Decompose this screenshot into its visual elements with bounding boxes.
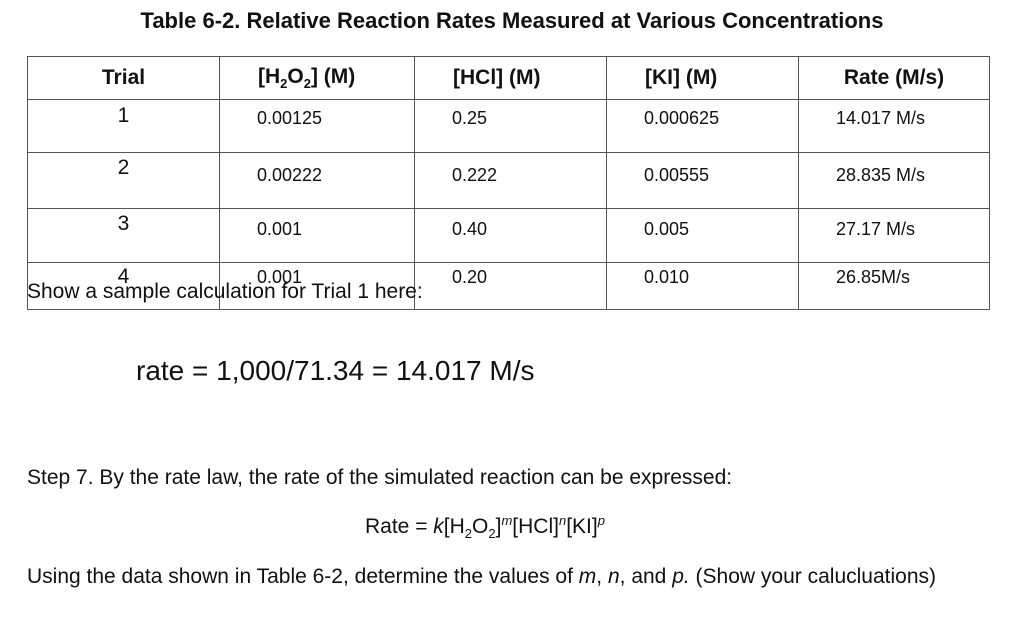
cell-h2o2: 0.001 bbox=[219, 208, 415, 263]
cell-hcl: 0.40 bbox=[414, 208, 607, 263]
cell-rate: 27.17 M/s bbox=[798, 208, 990, 263]
rate-law-k: k bbox=[433, 515, 444, 538]
header-hcl: [HCl] (M) bbox=[414, 56, 607, 100]
cell-hcl: 0.20 bbox=[414, 262, 607, 310]
rate-law-lhs: Rate = bbox=[365, 515, 434, 538]
cell-trial: 2 bbox=[27, 152, 220, 209]
cell-trial: 4 bbox=[27, 262, 220, 310]
cell-ki: 0.000625 bbox=[606, 99, 799, 153]
cell-ki: 0.00555 bbox=[606, 152, 799, 209]
header-h2o2: [H2O2] (M) bbox=[219, 56, 415, 100]
cell-rate: 14.017 M/s bbox=[798, 99, 990, 153]
cell-trial: 3 bbox=[27, 208, 220, 263]
cell-hcl: 0.222 bbox=[414, 152, 607, 209]
table-title: Table 6-2. Relative Reaction Rates Measu… bbox=[140, 8, 884, 33]
question-text: Using the data shown in Table 6-2, deter… bbox=[27, 565, 936, 588]
reaction-rates-table: Trial [H2O2] (M) [HCl] (M) [KI] (M) Rate… bbox=[27, 56, 990, 310]
cell-trial: 1 bbox=[27, 99, 220, 153]
sample-calculation-answer: rate = 1,000/71.34 = 14.017 M/s bbox=[136, 355, 535, 386]
header-trial: Trial bbox=[27, 56, 220, 100]
rate-law-equation: Rate = k[H2O2]m[HCl]n[KI]p bbox=[365, 513, 605, 542]
table-row: 2 0.00222 0.222 0.00555 28.835 M/s bbox=[27, 152, 990, 209]
cell-h2o2: 0.00222 bbox=[219, 152, 415, 209]
sample-calculation-prompt: Show a sample calculation for Trial 1 he… bbox=[27, 280, 423, 303]
header-rate: Rate (M/s) bbox=[798, 56, 990, 100]
cell-rate: 26.85M/s bbox=[798, 262, 990, 310]
table-row: 4 0.001 0.20 0.010 26.85M/s bbox=[27, 262, 990, 310]
cell-rate: 28.835 M/s bbox=[798, 152, 990, 209]
table-row: 3 0.001 0.40 0.005 27.17 M/s bbox=[27, 208, 990, 263]
table-row: 1 0.00125 0.25 0.000625 14.017 M/s bbox=[27, 99, 990, 153]
cell-hcl: 0.25 bbox=[414, 99, 607, 153]
step-7-text: Step 7. By the rate law, the rate of the… bbox=[27, 466, 733, 489]
cell-h2o2: 0.00125 bbox=[219, 99, 415, 153]
header-ki: [KI] (M) bbox=[606, 56, 799, 100]
cell-ki: 0.005 bbox=[606, 208, 799, 263]
cell-ki: 0.010 bbox=[606, 262, 799, 310]
table-header-row: Trial [H2O2] (M) [HCl] (M) [KI] (M) Rate… bbox=[27, 56, 990, 100]
